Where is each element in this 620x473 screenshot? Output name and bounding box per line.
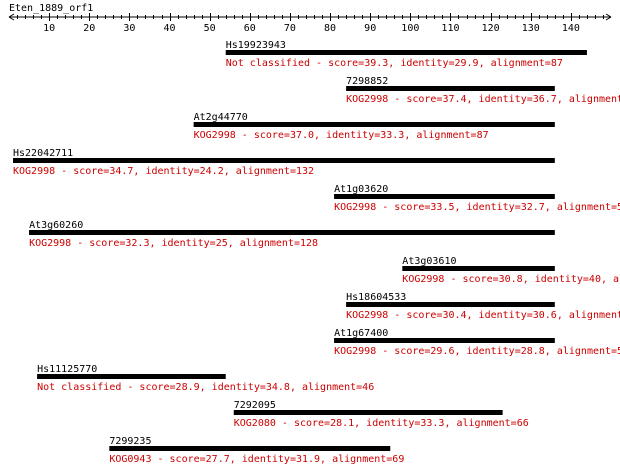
hit-detail: Not classified - score=39.3, identity=29… (226, 58, 563, 69)
hit-name: Hs19923943 (226, 40, 286, 51)
hit-name: At3g03610 (402, 256, 456, 267)
hit-row: Hs22042711 KOG2998 - score=34.7, identity… (13, 148, 555, 177)
axis-tick-label: 10 (43, 23, 55, 34)
hit-bar (193, 122, 555, 127)
hit-detail: KOG2998 - score=37.4, identity=36.7, ali… (346, 94, 620, 105)
hit-bar (346, 86, 555, 91)
hit-detail: KOG2080 - score=28.1, identity=33.3, ali… (234, 418, 529, 429)
hit-bar (13, 158, 555, 163)
query-axis: 10 20 30 40 50 60 70 80 90 100 110 120 130 140 (8, 13, 612, 34)
hit-name: At1g67400 (334, 328, 388, 339)
axis-tick-label: 20 (83, 23, 95, 34)
hit-row: Hs18604533 KOG2998 - score=30.4, identity… (346, 292, 620, 321)
hit-row: Hs11125770 Not classified - score=28.9, i… (37, 364, 374, 393)
axis-tick-label: 140 (562, 23, 580, 34)
hit-row: At3g60260 KOG2998 - score=32.3, identity=… (29, 220, 555, 249)
hit-detail: KOG2998 - score=32.3, identity=25, align… (29, 238, 318, 249)
axis-tick-label: 90 (364, 23, 376, 34)
hit-name: At2g44770 (194, 112, 248, 123)
hit-name: Hs18604533 (346, 292, 406, 303)
hit-bar (37, 374, 226, 379)
hit-name: 7298852 (346, 76, 388, 87)
axis-tick-label: 100 (401, 23, 419, 34)
axis-tick-label: 80 (324, 23, 336, 34)
hit-row: 7292095 KOG2080 - score=28.1, identity=33… (233, 400, 529, 429)
hit-bar (402, 266, 555, 271)
hit-detail: Not classified - score=28.9, identity=34… (37, 382, 374, 393)
hit-row: 7299235 KOG0943 - score=27.7, identity=31… (109, 436, 404, 465)
hit-bar (334, 338, 555, 343)
hit-bar (29, 230, 555, 235)
hit-name: Hs11125770 (37, 364, 97, 375)
hit-detail: KOG2998 - score=37.0, identity=33.3, ali… (194, 130, 489, 141)
axis-tick-label: 50 (204, 23, 216, 34)
hit-name: At3g60260 (29, 220, 83, 231)
axis-arrow-left (8, 13, 15, 21)
hit-name: 7299235 (109, 436, 151, 447)
hit-row: At3g03610 KOG2998 - score=30.8, identity=… (402, 256, 620, 285)
hit-row: At1g67400 KOG2998 - score=29.6, identity=… (334, 328, 620, 357)
axis-arrow-right (605, 13, 612, 21)
hit-detail: KOG2998 - score=30.4, identity=30.6, ali… (346, 310, 620, 321)
hit-bar (109, 446, 391, 451)
hit-row: Hs19923943 Not classified - score=39.3, i… (225, 40, 587, 69)
axis-tick-label: 130 (522, 23, 540, 34)
hit-name: Hs22042711 (13, 148, 73, 159)
hit-bar (225, 50, 587, 55)
hit-name: At1g03620 (334, 184, 388, 195)
axis-tick-label: 60 (244, 23, 256, 34)
hit-list: Hs19923943 Not classified - score=39.3, i… (13, 40, 620, 465)
axis-tick-label: 40 (164, 23, 176, 34)
hit-detail: KOG2998 - score=29.6, identity=28.8, ali… (334, 346, 620, 357)
hit-detail: KOG2998 - score=33.5, identity=32.7, ali… (334, 202, 620, 213)
hit-bar (334, 194, 555, 199)
axis-tick-label: 120 (482, 23, 500, 34)
axis-tick-label: 30 (123, 23, 135, 34)
hit-row: 7298852 KOG2998 - score=37.4, identity=36… (346, 76, 620, 105)
axis-tick-label: 70 (284, 23, 296, 34)
hit-row: At2g44770 KOG2998 - score=37.0, identity=… (193, 112, 555, 141)
hit-row: At1g03620 KOG2998 - score=33.5, identity=… (334, 184, 620, 213)
hit-detail: KOG0943 - score=27.7, identity=31.9, ali… (109, 454, 404, 465)
hit-detail: KOG2998 - score=30.8, identity=40, align… (402, 274, 620, 285)
hit-bar (346, 302, 555, 307)
query-name: Eten_1889_orf1 (9, 3, 93, 14)
axis-tick-label: 110 (441, 23, 459, 34)
hit-bar (233, 410, 503, 415)
hit-name: 7292095 (234, 400, 276, 411)
hit-detail: KOG2998 - score=34.7, identity=24.2, ali… (13, 166, 314, 177)
